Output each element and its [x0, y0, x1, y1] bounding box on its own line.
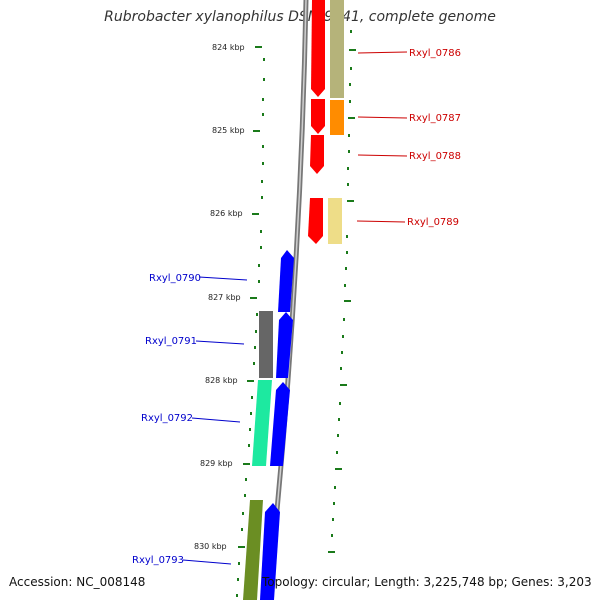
gene-label-rxyl-0791[interactable]: Rxyl_0791 — [145, 336, 197, 347]
tick-dots-right — [331, 30, 352, 537]
gene-label-rxyl-0790[interactable]: Rxyl_0790 — [149, 273, 201, 284]
major-ticks-right — [328, 49, 356, 553]
map-title: Rubrobacter xylanophilus DSM 9941, compl… — [104, 9, 496, 25]
kbp-label: 826 kbp — [210, 209, 243, 218]
cds-rxyl-0793 — [260, 503, 280, 600]
kbp-label: 824 kbp — [212, 43, 245, 52]
gene-label-rxyl-0786[interactable]: Rxyl_0786 — [409, 48, 461, 59]
gene-label-rxyl-0788[interactable]: Rxyl_0788 — [409, 151, 461, 162]
kbp-labels: 824 kbp 825 kbp 826 kbp 827 kbp 828 kbp … — [194, 43, 245, 551]
cds-rxyl-0788 — [310, 135, 324, 174]
gene-label-rxyl-0789[interactable]: Rxyl_0789 — [407, 217, 459, 228]
gene-label-rxyl-0787[interactable]: Rxyl_0787 — [409, 113, 461, 124]
kbp-label: 825 kbp — [212, 126, 245, 135]
gene-label-rxyl-0792[interactable]: Rxyl_0792 — [141, 413, 193, 424]
kbp-label: 829 kbp — [200, 459, 233, 468]
forward-cds-group — [260, 250, 294, 600]
major-ticks-left — [238, 46, 262, 548]
reverse-feature-bars — [328, 0, 344, 244]
cds-rxyl-0790 — [278, 250, 294, 312]
kbp-label: 828 kbp — [205, 376, 238, 385]
reverse-gene-labels: Rxyl_0786 Rxyl_0787 Rxyl_0788 Rxyl_0789 — [356, 48, 461, 228]
forward-feature-bars — [243, 311, 273, 600]
kbp-label: 827 kbp — [208, 293, 241, 302]
cds-rxyl-0791 — [276, 312, 293, 378]
cds-rxyl-0787 — [311, 99, 325, 134]
cds-rxyl-0789 — [308, 198, 323, 244]
tick-dots-left — [236, 58, 265, 597]
kbp-label: 830 kbp — [194, 542, 227, 551]
forward-gene-labels: Rxyl_0790 Rxyl_0791 Rxyl_0792 Rxyl_0793 — [132, 273, 248, 566]
accession-text: Accession: NC_008148 — [9, 575, 146, 589]
cds-rxyl-0786 — [311, 0, 325, 97]
reverse-cds-group — [308, 0, 325, 244]
gene-label-rxyl-0793[interactable]: Rxyl_0793 — [132, 555, 184, 566]
cds-rxyl-0792 — [270, 382, 290, 466]
topology-text: Topology: circular; Length: 3,225,748 bp… — [262, 575, 592, 589]
